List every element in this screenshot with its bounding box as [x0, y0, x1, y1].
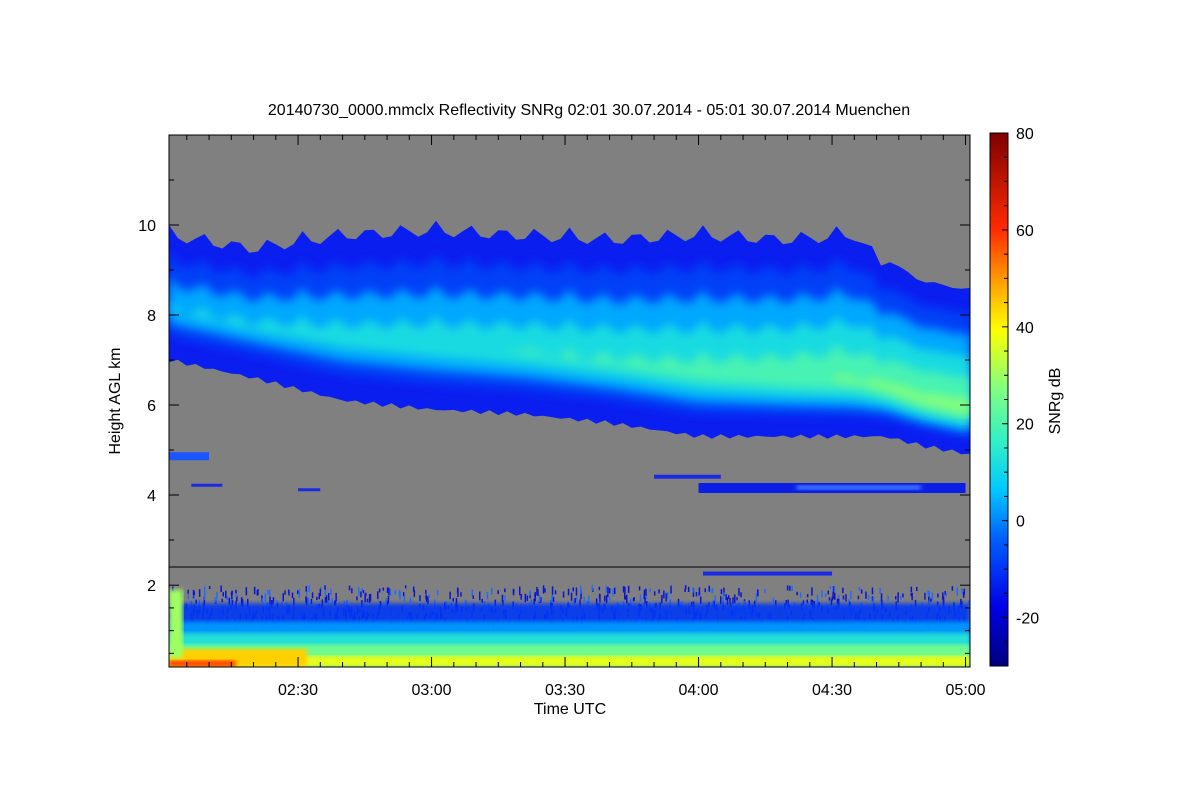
cirrus-band: [507, 344, 970, 422]
thin-layer-core: [796, 485, 922, 490]
y-tick-label: 8: [147, 308, 156, 325]
colorbar-tick-label: 0: [1016, 514, 1025, 531]
cirrus-band: [169, 299, 970, 427]
x-tick-label: 05:00: [946, 682, 986, 699]
chart-title: 20140730_0000.mmclx Reflectivity SNRg 02…: [268, 102, 910, 119]
y-axis-label: Height AGL km: [107, 347, 124, 454]
y-tick-label: 2: [147, 578, 156, 595]
x-tick-label: 03:00: [412, 682, 452, 699]
colorbar-label: SNRg dB: [1047, 368, 1064, 435]
x-tick-label: 04:00: [679, 682, 719, 699]
small-echo-patch: [191, 483, 223, 487]
x-tick-label: 04:30: [812, 682, 852, 699]
surface-echo: [169, 589, 183, 658]
colorbar-ticks: -20 0 20 40 60 80: [1002, 126, 1039, 643]
colorbar-tick-label: -20: [1016, 611, 1039, 628]
data-layers: [169, 220, 970, 667]
small-echo-patch: [654, 474, 721, 479]
small-echo-patch: [169, 452, 210, 461]
x-tick-label: 03:30: [545, 682, 585, 699]
cirrus-band: [836, 372, 970, 416]
y-tick-label: 4: [147, 488, 156, 505]
y-tick-label: 10: [138, 218, 156, 235]
boundary-band: [169, 655, 970, 667]
boundary-layer: [169, 571, 970, 667]
small-echo-patch: [298, 488, 321, 492]
x-tick-label: 02:30: [278, 682, 318, 699]
y-axis-ticks: 2 4 6 8 10: [138, 179, 970, 654]
colorbar-tick-label: 80: [1016, 126, 1034, 143]
colorbar-tick-label: 60: [1016, 223, 1034, 240]
surface-echo: [169, 660, 236, 667]
thin-layer: [703, 571, 833, 576]
x-axis-label: Time UTC: [534, 701, 606, 718]
colorbar-tick-label: 40: [1016, 320, 1034, 337]
plot-frame: [168, 134, 971, 668]
x-axis-ticks: 02:30 03:00 03:30 04:00 04:30 05:00: [186, 135, 986, 699]
y-tick-label: 6: [147, 398, 156, 415]
colorbar-tick-label: 20: [1016, 417, 1034, 434]
